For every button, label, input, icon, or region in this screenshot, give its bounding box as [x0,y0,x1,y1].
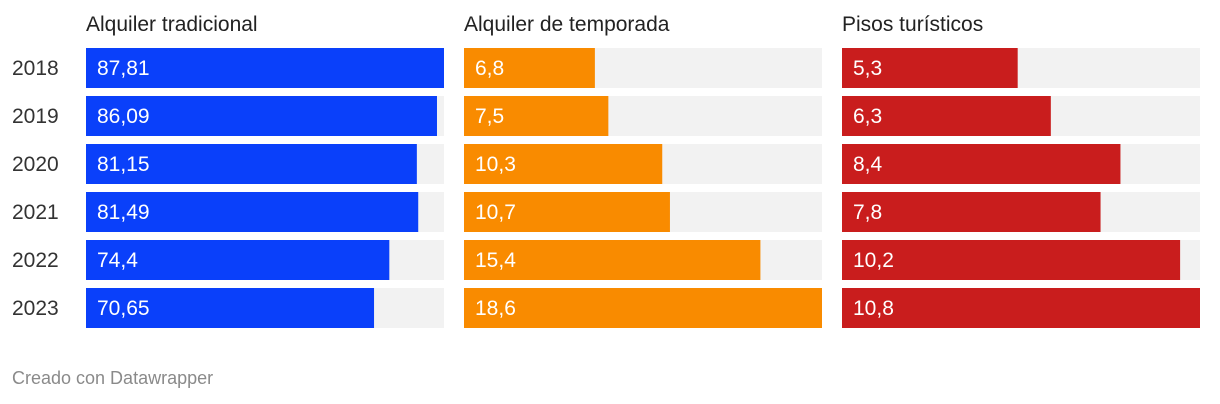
bar-pisos-turisticos-2019 [842,96,1051,136]
bar-pisos-turisticos-2023 [842,288,1200,328]
year-label-2018: 2018 [12,57,59,80]
bar-alquiler-tradicional-2018 [86,48,444,88]
year-label-2021: 2021 [12,201,59,224]
value-label-pisos-turisticos-2023: 10,8 [853,297,894,320]
year-label-2020: 2020 [12,153,59,176]
panel-title-pisos-turisticos: Pisos turísticos [842,13,983,36]
bar-alquiler-de-temporada-2020 [464,144,663,184]
value-label-alquiler-tradicional-2022: 74,4 [97,249,138,272]
value-label-pisos-turisticos-2021: 7,8 [853,201,882,224]
bar-pisos-turisticos-2022 [842,240,1181,280]
bar-alquiler-de-temporada-2023 [464,288,822,328]
value-label-alquiler-tradicional-2019: 86,09 [97,105,150,128]
bar-alquiler-de-temporada-2018 [464,48,595,88]
value-label-pisos-turisticos-2019: 6,3 [853,105,882,128]
bar-alquiler-de-temporada-2021 [464,192,670,232]
value-label-alquiler-tradicional-2018: 87,81 [97,57,150,80]
value-label-alquiler-de-temporada-2019: 7,5 [475,105,504,128]
panel-title-alquiler-tradicional: Alquiler tradicional [86,13,258,36]
value-label-alquiler-tradicional-2021: 81,49 [97,201,150,224]
value-label-pisos-turisticos-2018: 5,3 [853,57,882,80]
bar-alquiler-de-temporada-2022 [464,240,761,280]
bar-pisos-turisticos-2018 [842,48,1018,88]
bar-pisos-turisticos-2020 [842,144,1121,184]
bar-alquiler-tradicional-2021 [86,192,419,232]
year-label-2023: 2023 [12,297,59,320]
value-label-alquiler-tradicional-2023: 70,65 [97,297,150,320]
year-label-2019: 2019 [12,105,59,128]
bar-pisos-turisticos-2021 [842,192,1101,232]
value-label-pisos-turisticos-2020: 8,4 [853,153,883,176]
value-label-alquiler-de-temporada-2023: 18,6 [475,297,516,320]
value-label-pisos-turisticos-2022: 10,2 [853,249,894,272]
bar-alquiler-de-temporada-2019 [464,96,609,136]
value-label-alquiler-tradicional-2020: 81,15 [97,153,150,176]
panel-title-alquiler-de-temporada: Alquiler de temporada [464,13,670,36]
bar-alquiler-tradicional-2019 [86,96,437,136]
bar-alquiler-tradicional-2020 [86,144,417,184]
bar-alquiler-tradicional-2023 [86,288,375,328]
value-label-alquiler-de-temporada-2021: 10,7 [475,201,516,224]
value-label-alquiler-de-temporada-2022: 15,4 [475,249,516,272]
footer-credit: Creado con Datawrapper [12,368,214,388]
value-label-alquiler-de-temporada-2018: 6,8 [475,57,504,80]
bar-alquiler-tradicional-2022 [86,240,390,280]
year-label-2022: 2022 [12,249,59,272]
value-label-alquiler-de-temporada-2020: 10,3 [475,153,516,176]
